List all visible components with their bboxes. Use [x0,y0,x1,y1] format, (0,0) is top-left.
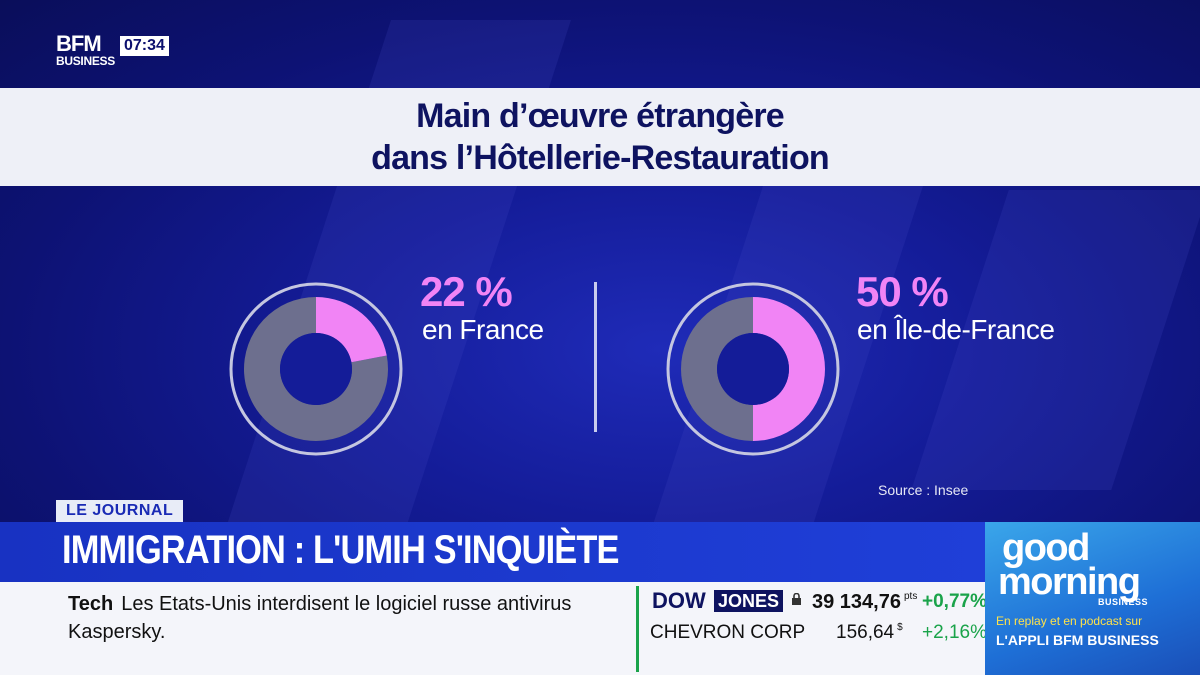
stock-value-number: 156,64 [836,622,895,643]
lock-icon [792,593,801,605]
region-label-france: en France [422,314,544,345]
show-tag: LE JOURNAL [56,500,184,522]
logo-text: BFM [56,31,102,56]
logo-subtext: BUSINESS [56,54,115,68]
promo-app-text: L'APPLI BFM BUSINESS [996,632,1159,648]
promo-logo-morning: morning [998,561,1141,603]
promo-replay-text: En replay et en podcast sur [996,614,1143,628]
index-name-box: JONES [714,590,784,612]
headline: IMMIGRATION : L'UMIH S'INQUIÈTE [62,528,619,572]
promo-panel [985,522,1200,675]
chart-title-line1: Main d’œuvre étrangère [416,97,785,135]
donut-outer-ring [666,282,840,456]
stock-unit: $ [897,622,903,633]
donut-chart-france [229,282,403,456]
chart-title-line2: dans l’Hôtellerie-Restauration [371,139,830,177]
ticker-news: Tech Les Etats-Unis interdisent le logici… [68,590,628,646]
index-value-number: 39 134,76 [812,591,901,613]
donut-slice-rest [243,297,388,441]
region-label-ile-de-france: en Île-de-France [857,314,1055,345]
donut-outer-ring [229,282,403,456]
promo-logo-good: good [1002,527,1090,569]
source-note: Source : Insee [878,482,969,498]
donut-hole [717,333,789,405]
divider [594,282,597,432]
percent-label-ile-de-france: 50 % [856,268,949,315]
news-ticker [0,582,985,675]
channel-logo: BFM BUSINESS [56,31,115,69]
chart-title: Main d’œuvre étrangère dans l’Hôtellerie… [0,88,1200,186]
index-name: DOW [652,588,706,613]
donut-slice-value [316,297,387,363]
donut-chart-ile-de-france [666,282,840,456]
clock: 07:34 [120,36,169,56]
ticker-separator [636,586,639,672]
ticker-news-text: Les Etats-Unis interdisent le logiciel r… [68,593,572,643]
ticker-category: Tech [68,593,114,615]
index-unit: pts [903,591,918,602]
donut-hole [280,333,352,405]
stock-change: +2,16% [922,622,987,643]
headline-band [0,522,985,582]
index-value: 39 134,76 pts [812,591,917,614]
stock-name: CHEVRON CORP [650,622,806,643]
index-change: +0,77% [922,591,987,612]
percent-label-france: 22 % [420,268,513,315]
stock-value: 156,64 $ [836,622,903,644]
promo-logo-business: BUSINESS [1098,597,1149,607]
